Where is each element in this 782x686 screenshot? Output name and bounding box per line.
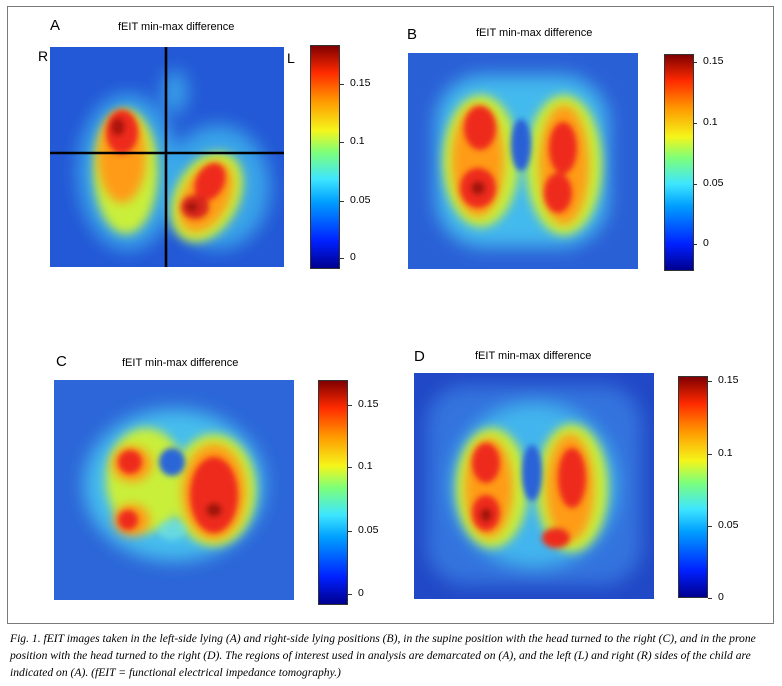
side-label-left: L — [287, 50, 295, 66]
heatmap-image — [414, 373, 654, 599]
colorbar-tick: 0.1 — [348, 460, 373, 472]
colorbar-tick: 0.1 — [708, 447, 733, 459]
colorbar-tick: 0 — [708, 591, 724, 603]
panel-title: fEIT min-max difference — [118, 21, 235, 33]
side-label-right: R — [38, 48, 49, 64]
colorbar-tick: 0.1 — [693, 116, 718, 128]
figure-caption: Fig. 1. fEIT images taken in the left-si… — [10, 632, 756, 679]
colorbar — [318, 380, 348, 605]
heatmap-image — [54, 380, 294, 600]
panel-letter: B — [407, 26, 418, 43]
colorbar — [664, 54, 694, 271]
panel-title: fEIT min-max difference — [476, 27, 593, 39]
colorbar-tick: 0.05 — [692, 177, 724, 189]
heatmap-image — [408, 53, 638, 269]
colorbar-tick: 0 — [348, 587, 364, 599]
colorbar-tick: 0.15 — [692, 55, 724, 67]
panel-letter: C — [56, 353, 67, 370]
figure-frame — [7, 6, 774, 624]
colorbar-tick: 0.15 — [347, 398, 379, 410]
panel-title: fEIT min-max difference — [122, 357, 239, 369]
colorbar-tick: 0.15 — [339, 77, 371, 89]
colorbar-tick: 0.1 — [340, 135, 365, 147]
heatmap-image — [50, 47, 284, 267]
colorbar — [310, 45, 340, 269]
colorbar-tick: 0.15 — [707, 374, 739, 386]
colorbar — [678, 376, 708, 598]
colorbar-tick: 0.05 — [347, 524, 379, 536]
colorbar-tick: 0 — [340, 251, 356, 263]
panel-letter: A — [50, 17, 61, 34]
colorbar-tick: 0 — [693, 237, 709, 249]
panel-title: fEIT min-max difference — [475, 350, 592, 362]
colorbar-tick: 0.05 — [339, 194, 371, 206]
colorbar-tick: 0.05 — [707, 519, 739, 531]
panel-letter: D — [414, 348, 425, 365]
